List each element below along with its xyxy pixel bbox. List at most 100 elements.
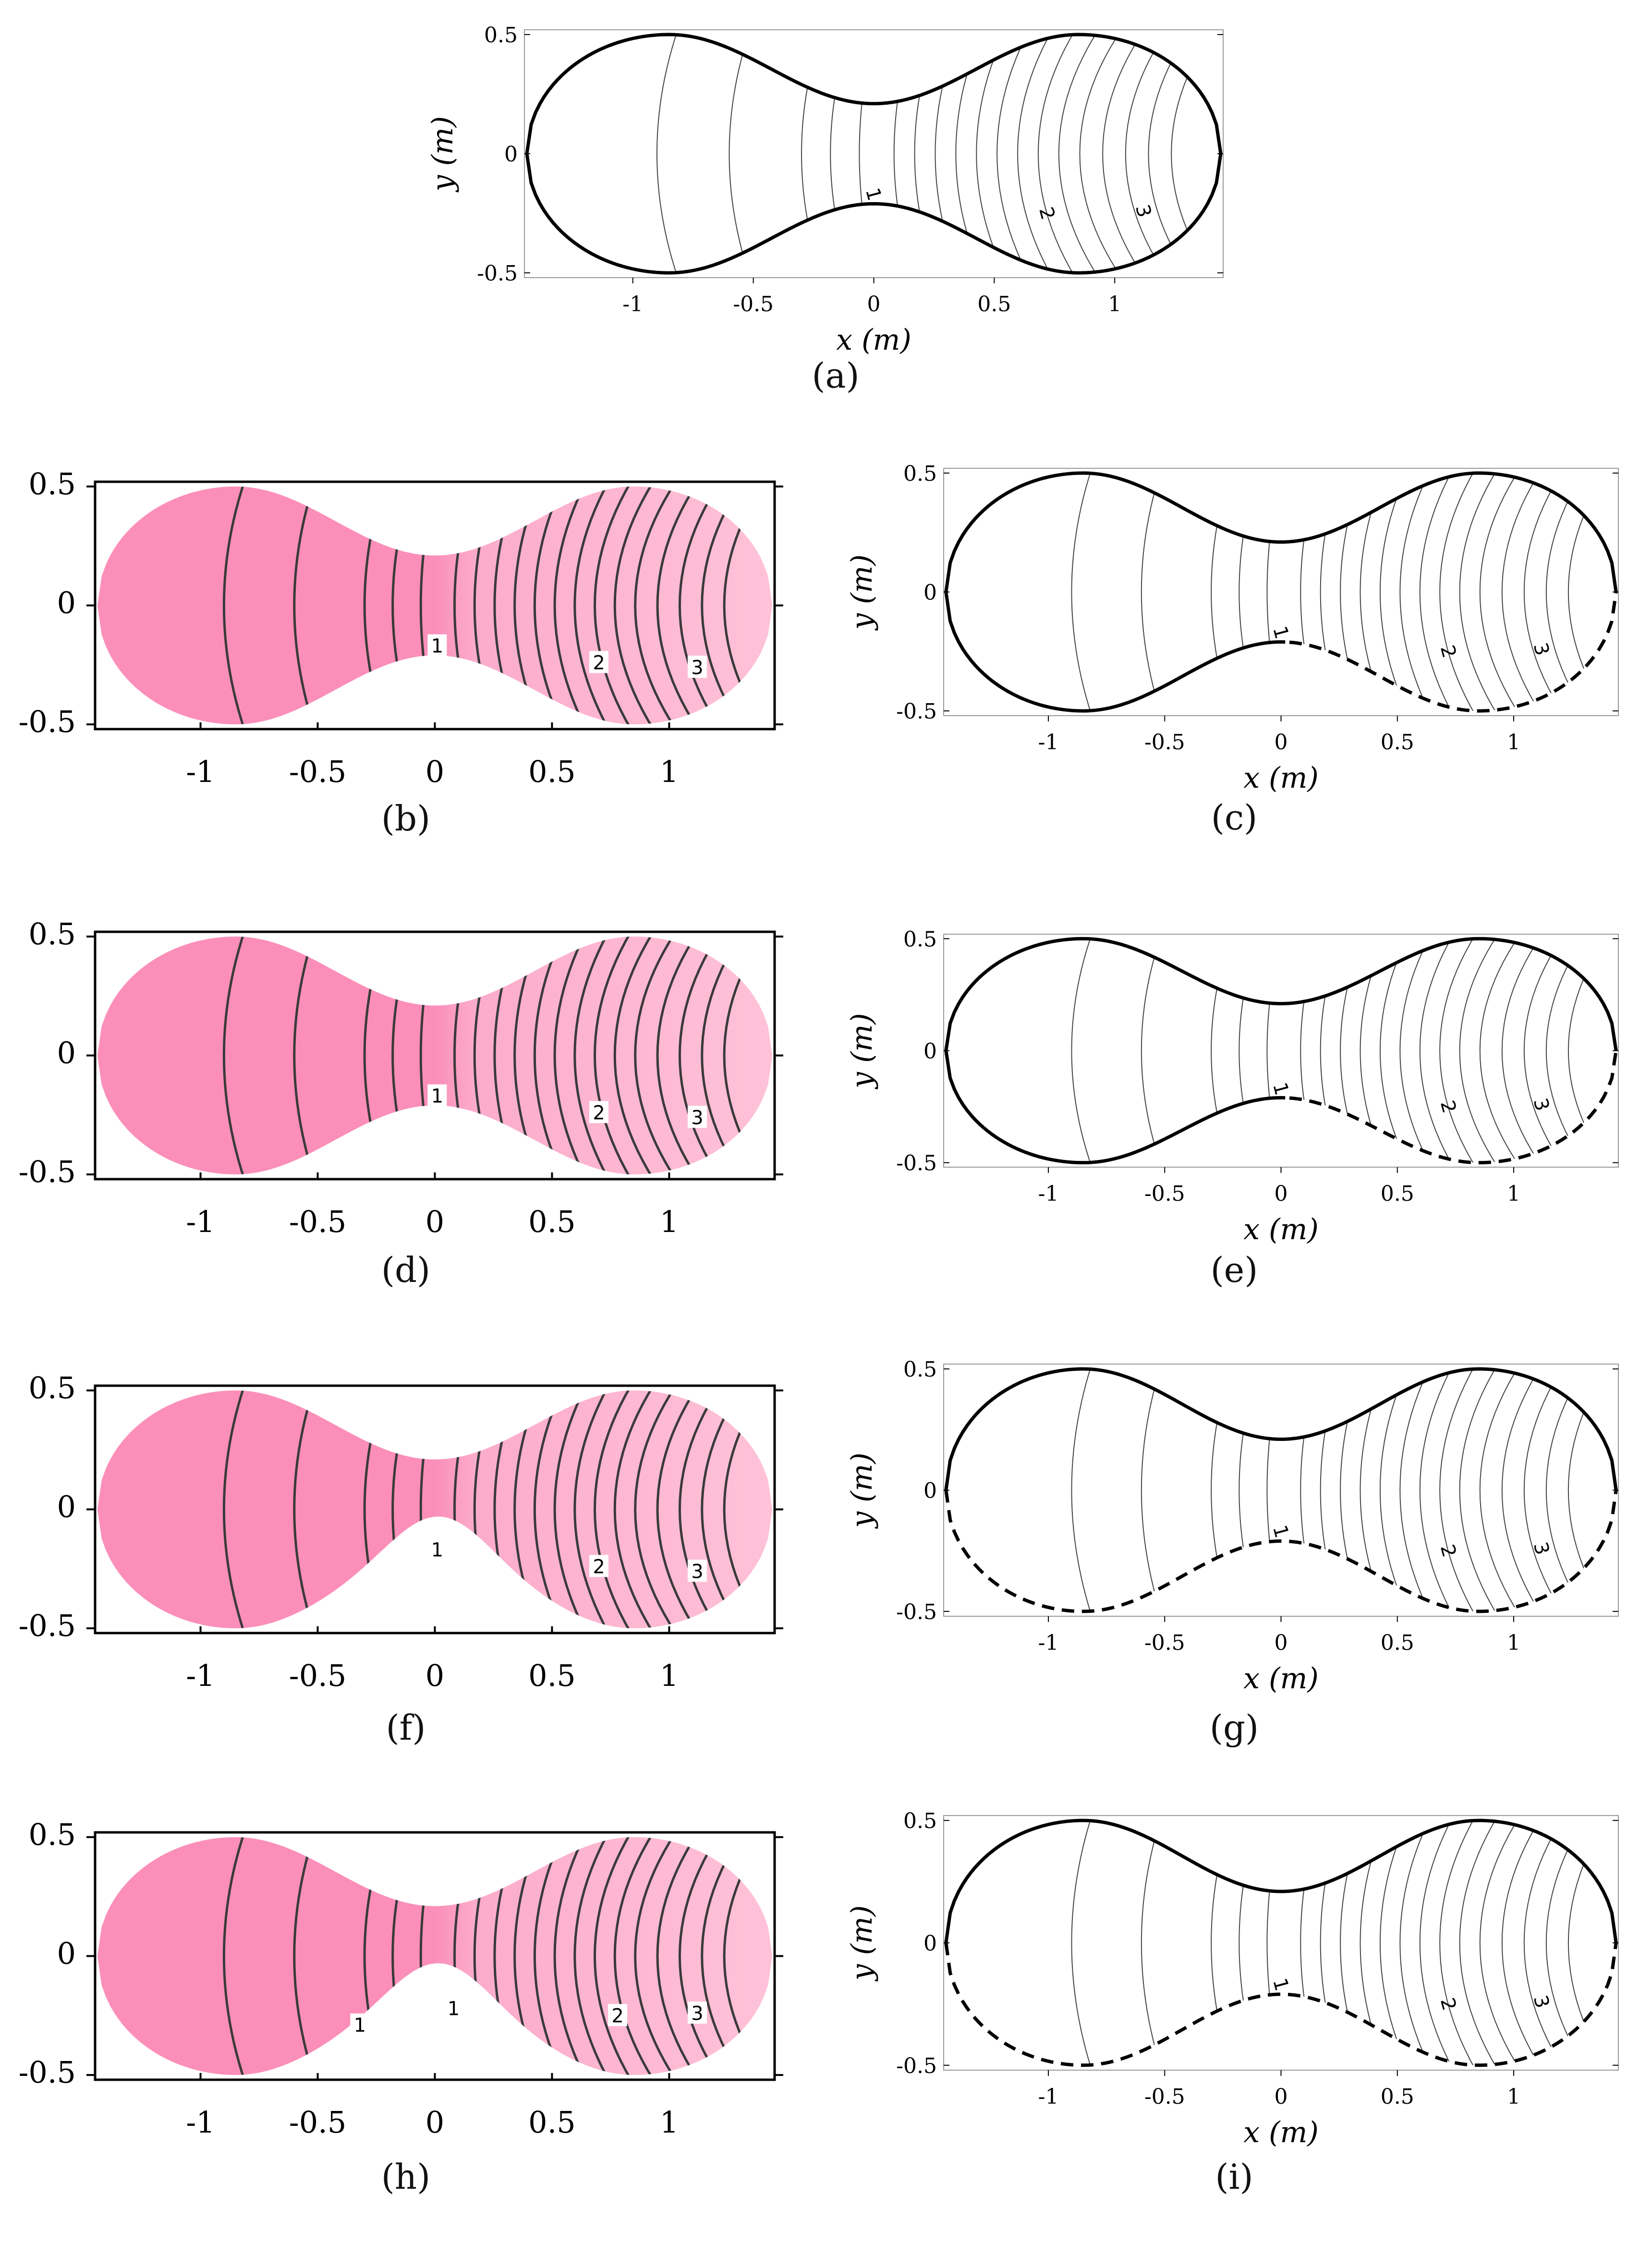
contour-line <box>594 1837 632 2075</box>
y-tick-label: 0 <box>57 1489 76 1524</box>
contour-line <box>293 1390 316 1629</box>
x-tick-label: 1 <box>1507 2085 1520 2109</box>
contour-line <box>553 1837 587 2075</box>
caption-a: (a) <box>812 355 860 396</box>
contour-line <box>1300 1369 1320 1611</box>
y-tick-label: -0.5 <box>896 2054 937 2078</box>
y-tick-label: 0.5 <box>903 1809 937 1833</box>
contour-line <box>1079 34 1122 273</box>
x-axis-label: x (m) <box>1243 2116 1319 2149</box>
x-tick-label: 1 <box>1507 1182 1520 1206</box>
contour-line <box>1211 939 1232 1163</box>
x-tick-label: 0 <box>425 1658 444 1693</box>
plot-frame <box>943 1364 1619 1617</box>
contour-line <box>830 34 852 273</box>
contour-line <box>1239 1820 1260 2065</box>
contour-label-bg <box>444 1997 463 2019</box>
plot-frame <box>943 468 1619 716</box>
y-tick-label: 0 <box>923 1931 937 1956</box>
contour-label: 2 <box>593 1556 605 1578</box>
contour-line <box>222 936 245 1175</box>
contour-line <box>1141 1820 1162 2065</box>
boundary-top <box>525 33 1223 154</box>
y-tick-label: 0.5 <box>903 927 937 951</box>
contour-line <box>1501 1369 1543 1611</box>
contour-label: 3 <box>691 1107 703 1129</box>
caption-f: (f) <box>386 1707 426 1748</box>
contour-line <box>656 486 699 725</box>
contour-line <box>1379 1820 1409 2065</box>
contour-label: 2 <box>1436 1995 1460 2012</box>
x-tick-label: 0 <box>1275 730 1288 755</box>
panel-i: 1 2 3 -1 -0.5 0 0.5 1 0.5 0 -0.5 x (m) y (m) <box>819 1787 1638 2176</box>
contour-line <box>222 1390 245 1629</box>
contour-line <box>701 486 744 725</box>
contour-line <box>1459 1820 1499 2065</box>
contour-line <box>594 1390 632 1629</box>
contour-line <box>1419 1369 1454 1611</box>
plot-frame <box>524 29 1224 278</box>
contour-line <box>1300 473 1320 711</box>
contour-label: 1 <box>1268 1976 1293 1993</box>
contour-line <box>1545 1820 1587 2065</box>
contour-line <box>1102 34 1145 273</box>
chart-svg-b: 1 2 3 -1 -0.5 0 0.5 1 0.5 0 -0.5 <box>18 466 783 789</box>
contour-label-bg <box>350 2013 370 2036</box>
contour-line <box>1141 939 1162 1163</box>
boundary-bottom-dashed <box>944 1490 1618 1613</box>
contour-label: 2 <box>1436 643 1460 660</box>
y-tick-label: -0.5 <box>18 1154 76 1189</box>
caption-e: (e) <box>1210 1250 1258 1290</box>
contour-label-bg <box>427 1084 447 1107</box>
panel-e: 1 2 3 -1 -0.5 0 0.5 1 0.5 0 -0.5 x (m) y (m) <box>819 905 1638 1273</box>
y-tick-label: -0.5 <box>18 2055 76 2090</box>
x-axis-label: x (m) <box>1243 1662 1319 1695</box>
x-tick-label: -1 <box>1038 730 1059 755</box>
contour-line <box>634 486 677 725</box>
x-tick-label: 0 <box>1275 1631 1288 1655</box>
contour-line <box>613 936 655 1175</box>
contour-line <box>573 1390 610 1629</box>
x-tick-label: 0 <box>425 754 444 789</box>
contour-label: 3 <box>691 1561 703 1583</box>
contour-line <box>1439 1369 1476 1611</box>
contour-line <box>293 936 316 1175</box>
contour-line <box>1266 939 1283 1163</box>
x-tick-label: -0.5 <box>1144 730 1185 755</box>
x-tick-label: 0 <box>1275 1182 1288 1206</box>
y-tick-label: -0.5 <box>896 699 937 724</box>
contour-line <box>1071 939 1093 1163</box>
x-tick-label: 0 <box>425 2105 444 2140</box>
boundary-bottom-dashed <box>944 1942 1618 2067</box>
filled-region <box>97 1390 773 1629</box>
contour-line <box>634 936 677 1175</box>
contour-line <box>1239 473 1260 711</box>
contour-line <box>1523 1820 1565 2065</box>
y-tick-label: 0 <box>57 1936 76 1971</box>
contour-label-bg <box>589 651 609 673</box>
contour-line <box>1071 473 1093 711</box>
contour-line <box>1379 939 1409 1163</box>
boundary-bottom-dashed <box>1289 592 1618 713</box>
y-tick-label: 0 <box>504 142 518 167</box>
contour-label: 3 <box>1529 640 1554 658</box>
contour-line <box>656 1837 699 2075</box>
y-tick-label: 0.5 <box>484 23 518 48</box>
contour-label: 1 <box>431 1085 443 1108</box>
contour-label: 2 <box>611 2005 623 2027</box>
contour-label: 1 <box>431 635 443 658</box>
x-tick-label: -0.5 <box>1144 1631 1185 1655</box>
contour-line <box>293 486 316 725</box>
contour-label-bg <box>687 656 707 678</box>
x-tick-label: 1 <box>1108 292 1121 317</box>
y-tick-label: -0.5 <box>18 1608 76 1643</box>
x-tick-label: 0 <box>1275 2085 1288 2109</box>
caption-g: (g) <box>1209 1707 1259 1748</box>
contour-line <box>1523 473 1565 711</box>
boundary-bottom-dashed <box>1289 1050 1618 1165</box>
chart-svg-c: 1 2 3 -1 -0.5 0 0.5 1 0.5 0 -0.5 x (m) y (m) <box>845 462 1619 795</box>
contour-line <box>656 1390 699 1629</box>
panel-f: 1 2 3 -1 -0.5 0 0.5 1 0.5 0 -0.5 <box>0 1357 794 1739</box>
contour-line <box>1501 939 1543 1163</box>
panel-a: 1 2 3 -1 -0.5 0 0.5 1 0.5 0 -0.5 x (m) y (m) <box>400 1 1242 383</box>
